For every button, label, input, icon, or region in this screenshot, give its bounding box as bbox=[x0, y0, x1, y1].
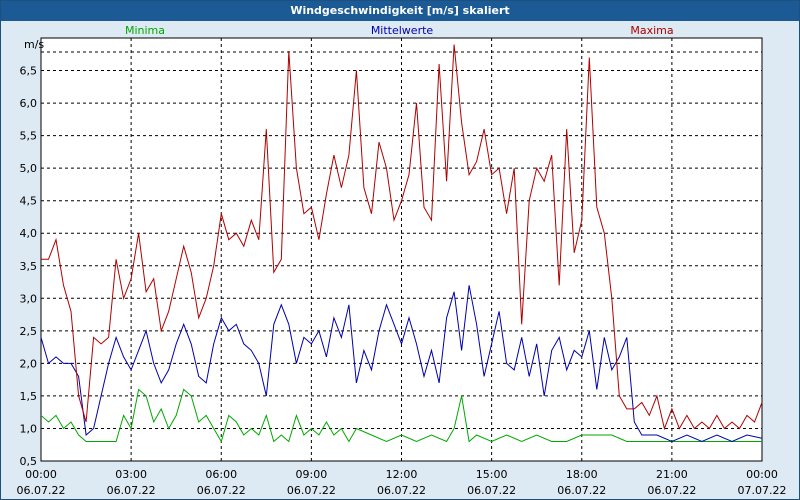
y-tick-label: 5,0 bbox=[20, 162, 38, 175]
axes: 0,5 1,0 1,5 2,0 2,5 3,0 3,5 4,0 4,5 5,0 5,5 6,0 6,5 0… bbox=[17, 65, 787, 497]
series-line-minima bbox=[40, 388, 762, 443]
x-tick-time: 00:00 bbox=[25, 468, 57, 481]
x-tick-time: 15:00 bbox=[476, 468, 508, 481]
y-tick-label: 5,5 bbox=[20, 130, 38, 143]
y-tick-label: 3,5 bbox=[20, 260, 38, 273]
x-tick-time: 00:00 bbox=[746, 468, 778, 481]
y-tick-label: 4,5 bbox=[20, 195, 38, 208]
series-line-maxima bbox=[41, 44, 763, 431]
chart-title: Windgeschwindigkeit [m/s] skaliert bbox=[1, 1, 799, 21]
y-tick-label: 1,5 bbox=[20, 390, 38, 403]
x-tick-time: 06:00 bbox=[205, 468, 237, 481]
x-tick-time: 21:00 bbox=[656, 468, 688, 481]
series-lines bbox=[40, 44, 763, 443]
x-tick-date: 06.07.22 bbox=[287, 484, 336, 497]
x-tick-time: 09:00 bbox=[296, 468, 328, 481]
y-tick-label: 0,5 bbox=[20, 455, 38, 468]
legend-minima: Minima bbox=[125, 24, 165, 37]
x-tick-time: 18:00 bbox=[566, 468, 598, 481]
grid bbox=[41, 38, 762, 461]
y-tick-label: 2,0 bbox=[20, 357, 38, 370]
legend-mittelwerte: Mittelwerte bbox=[371, 24, 434, 37]
y-tick-label: 2,5 bbox=[20, 325, 38, 338]
series-line-mittelwerte bbox=[40, 285, 763, 443]
y-tick-label: 6,0 bbox=[20, 97, 38, 110]
x-tick-time: 12:00 bbox=[386, 468, 418, 481]
legend-maxima: Maxima bbox=[630, 24, 673, 37]
y-tick-label: 3,0 bbox=[20, 292, 38, 305]
x-tick-date: 06.07.22 bbox=[197, 484, 246, 497]
x-tick-date: 06.07.22 bbox=[467, 484, 516, 497]
y-axis-label: m/s bbox=[24, 38, 44, 51]
y-tick-label: 1,0 bbox=[20, 422, 38, 435]
x-tick-date: 06.07.22 bbox=[557, 484, 606, 497]
x-tick-date: 06.07.22 bbox=[647, 484, 696, 497]
y-tick-label: 6,5 bbox=[20, 65, 38, 78]
x-tick-date: 06.07.22 bbox=[17, 484, 66, 497]
x-tick-date: 06.07.22 bbox=[107, 484, 156, 497]
x-tick-time: 03:00 bbox=[115, 468, 147, 481]
x-tick-date: 06.07.22 bbox=[377, 484, 426, 497]
x-tick-date: 07.07.22 bbox=[738, 484, 787, 497]
y-tick-label: 4,0 bbox=[20, 227, 38, 240]
